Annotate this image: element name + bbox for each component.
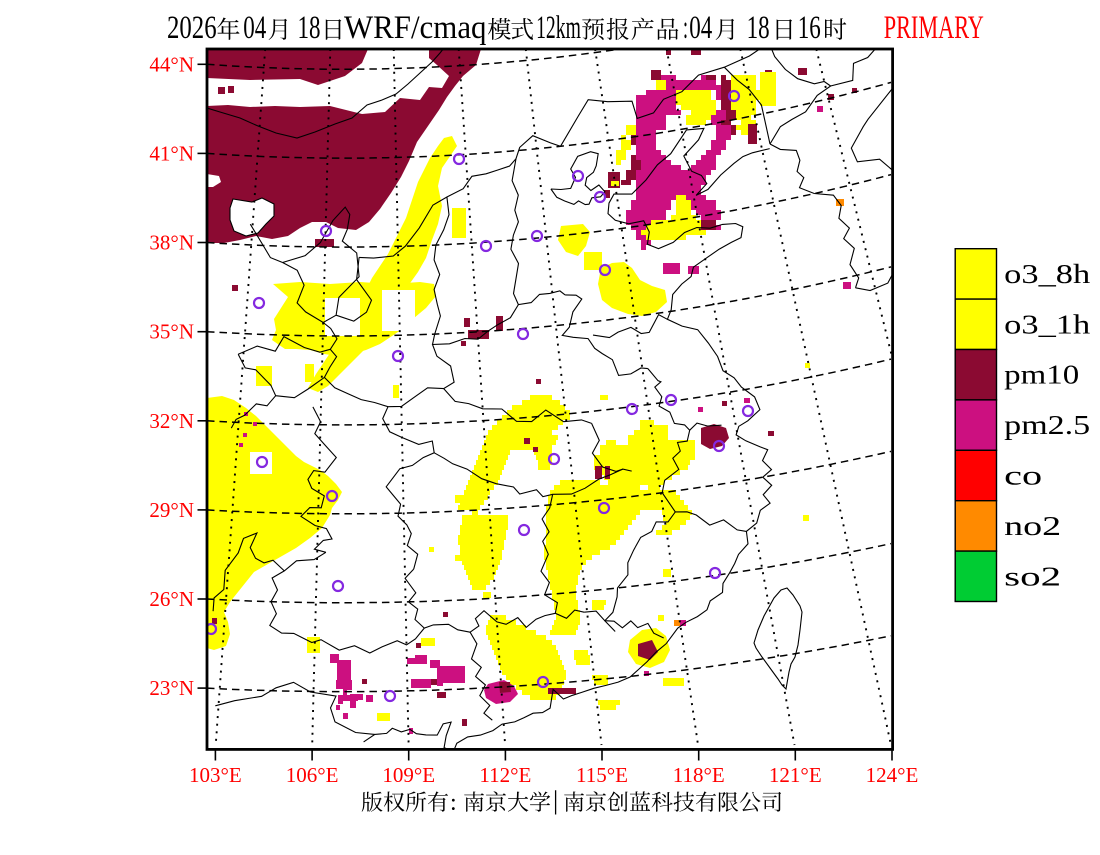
svg-text:pm10: pm10 [1004,360,1079,390]
svg-text:PRIMARY: PRIMARY [884,10,984,46]
svg-text:112°E: 112°E [479,763,531,787]
svg-text:109°E: 109°E [382,763,435,787]
svg-text:26°N: 26°N [149,587,194,611]
svg-text:04: 04 [243,10,266,46]
svg-text:o3_8h: o3_8h [1004,259,1091,289]
svg-text:115°E: 115°E [576,763,628,787]
svg-text:121°E: 121°E [769,763,822,787]
svg-text:so2: so2 [1004,561,1061,591]
svg-text::: : [683,10,688,46]
svg-text:16: 16 [798,10,821,46]
svg-text:106°E: 106°E [286,763,339,787]
svg-text:o3_1h: o3_1h [1004,309,1091,339]
svg-text:18: 18 [747,10,770,46]
svg-text:12km: 12km [536,10,581,46]
svg-text:103°E: 103°E [189,763,242,787]
svg-text:124°E: 124°E [866,763,919,787]
svg-text:04: 04 [689,10,712,46]
svg-text:WRF/cmaq: WRF/cmaq [344,10,487,46]
svg-text:no2: no2 [1004,511,1061,541]
svg-text:23°N: 23°N [149,676,194,700]
svg-text:41°N: 41°N [149,141,194,165]
svg-text:2026: 2026 [167,10,217,46]
svg-text:co: co [1004,461,1042,491]
svg-text:pm2.5: pm2.5 [1004,410,1090,440]
svg-text:|: | [553,786,558,815]
svg-text:118°E: 118°E [673,763,725,787]
svg-text:29°N: 29°N [149,498,194,522]
svg-text:18: 18 [298,10,321,46]
svg-text::: : [450,790,457,816]
svg-text:32°N: 32°N [149,409,194,433]
svg-text:44°N: 44°N [149,52,194,76]
svg-text:35°N: 35°N [149,320,194,344]
svg-text:38°N: 38°N [149,231,194,255]
